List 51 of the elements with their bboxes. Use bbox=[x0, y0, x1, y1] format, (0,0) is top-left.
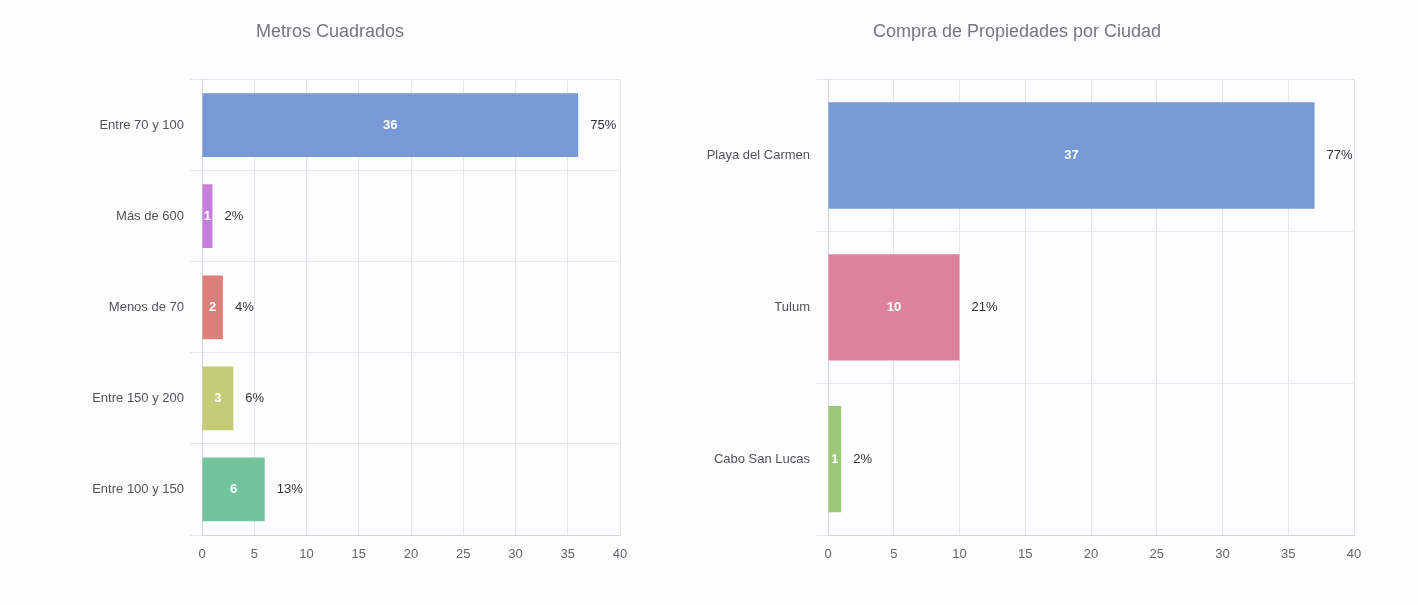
y-tick-label: Tulum bbox=[774, 298, 810, 314]
annotation: 75% bbox=[590, 116, 617, 132]
y-tick-label: Entre 100 y 150 bbox=[92, 481, 184, 497]
x-tick-label: 40 bbox=[1346, 546, 1362, 562]
x-tick-label: 5 bbox=[250, 546, 258, 562]
bar bbox=[828, 102, 1315, 209]
chart-title: Metros Cuadrados bbox=[255, 20, 405, 41]
chart-title: Compra de Propiedades por Ciudad bbox=[872, 20, 1162, 41]
y-tick-label: Entre 150 y 200 bbox=[92, 389, 184, 405]
x-tick-label: 0 bbox=[198, 546, 206, 562]
x-tick-label: 10 bbox=[299, 546, 314, 562]
annotation: 21% bbox=[971, 298, 998, 314]
x-tick-label: 40 bbox=[612, 546, 628, 562]
data-label: 36 bbox=[383, 116, 398, 132]
x-tick-label: 10 bbox=[952, 546, 967, 562]
x-tick-label: 25 bbox=[456, 546, 471, 562]
x-tick-label: 15 bbox=[351, 546, 366, 562]
data-label: 1 bbox=[831, 450, 839, 466]
data-label: 37 bbox=[1064, 147, 1079, 163]
bar bbox=[202, 275, 223, 340]
data-label: 10 bbox=[886, 298, 902, 314]
y-tick-label: Menos de 70 bbox=[108, 298, 184, 314]
annotation: 2% bbox=[224, 207, 244, 223]
data-label: 1 bbox=[203, 207, 212, 223]
bar bbox=[202, 457, 265, 522]
y-tick-label: Entre 70 y 100 bbox=[99, 116, 184, 132]
bar bbox=[828, 254, 960, 361]
y-tick-label: Playa del Carmen bbox=[706, 147, 810, 163]
x-tick-label: 25 bbox=[1149, 546, 1164, 562]
annotation: 13% bbox=[276, 481, 304, 497]
data-label: 2 bbox=[209, 298, 217, 314]
y-tick-label: Más de 600 bbox=[116, 207, 184, 223]
data-label: 6 bbox=[229, 481, 238, 497]
y-tick-label: Cabo San Lucas bbox=[713, 450, 811, 466]
data-label: 3 bbox=[214, 389, 222, 405]
annotation: 2% bbox=[853, 450, 873, 466]
x-tick-label: 5 bbox=[890, 546, 898, 562]
x-tick-label: 15 bbox=[1018, 546, 1033, 562]
x-tick-label: 20 bbox=[1083, 546, 1099, 562]
x-tick-label: 30 bbox=[1215, 546, 1230, 562]
bar bbox=[828, 405, 842, 513]
x-tick-label: 35 bbox=[560, 546, 575, 562]
x-tick-label: 20 bbox=[403, 546, 419, 562]
x-tick-label: 35 bbox=[1281, 546, 1296, 562]
annotation: 77% bbox=[1326, 147, 1354, 163]
bar bbox=[202, 93, 579, 158]
x-tick-label: 30 bbox=[508, 546, 523, 562]
annotation: 6% bbox=[245, 389, 265, 405]
x-tick-label: 0 bbox=[824, 546, 832, 562]
annotation: 4% bbox=[234, 298, 255, 314]
bar bbox=[202, 366, 234, 431]
